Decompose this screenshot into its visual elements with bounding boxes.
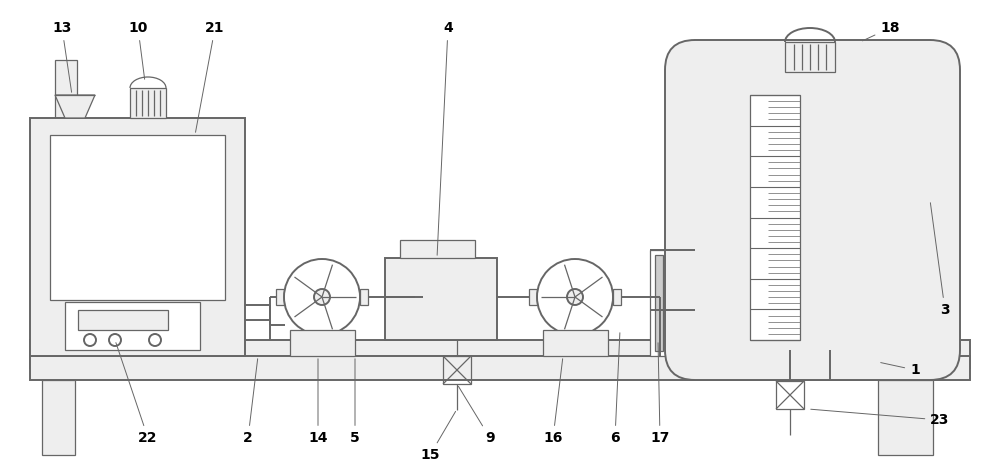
Bar — [543, 330, 608, 356]
Bar — [385, 258, 497, 340]
Text: 3: 3 — [930, 203, 950, 317]
Text: 4: 4 — [437, 21, 453, 255]
Bar — [750, 95, 800, 340]
Text: 16: 16 — [543, 359, 563, 445]
Text: 2: 2 — [243, 359, 258, 445]
Circle shape — [84, 334, 96, 346]
Bar — [276, 289, 284, 305]
Bar — [130, 88, 166, 118]
Bar — [360, 289, 368, 305]
Bar — [290, 330, 355, 356]
Bar — [78, 310, 168, 330]
Bar — [878, 380, 933, 455]
Text: 14: 14 — [308, 359, 328, 445]
Bar — [776, 381, 804, 409]
Bar — [45, 270, 87, 340]
Text: 17: 17 — [650, 343, 670, 445]
Circle shape — [537, 259, 613, 335]
Bar — [42, 380, 75, 455]
Polygon shape — [55, 95, 95, 118]
Text: 13: 13 — [52, 21, 72, 92]
Bar — [65, 302, 200, 350]
Bar — [400, 240, 475, 258]
Text: 22: 22 — [116, 342, 158, 445]
Circle shape — [284, 259, 360, 335]
Text: 15: 15 — [420, 412, 456, 462]
Text: 9: 9 — [458, 386, 495, 445]
Circle shape — [314, 289, 330, 305]
Circle shape — [567, 289, 583, 305]
Bar — [650, 250, 668, 356]
Bar — [443, 356, 471, 384]
Bar — [30, 356, 970, 380]
Bar — [613, 289, 621, 305]
FancyBboxPatch shape — [665, 40, 960, 380]
Text: 23: 23 — [811, 409, 950, 427]
Text: 10: 10 — [128, 21, 148, 79]
Bar — [55, 60, 77, 270]
Text: 21: 21 — [196, 21, 225, 132]
Bar — [880, 60, 950, 340]
Bar — [30, 118, 245, 356]
Text: 1: 1 — [881, 363, 920, 377]
Bar — [30, 340, 970, 368]
Text: 5: 5 — [350, 359, 360, 445]
Bar — [785, 42, 835, 72]
Circle shape — [109, 334, 121, 346]
Bar — [529, 289, 537, 305]
Bar — [655, 255, 663, 351]
Text: 18: 18 — [863, 21, 900, 41]
Circle shape — [149, 334, 161, 346]
Text: 6: 6 — [610, 333, 620, 445]
Bar — [50, 135, 225, 300]
